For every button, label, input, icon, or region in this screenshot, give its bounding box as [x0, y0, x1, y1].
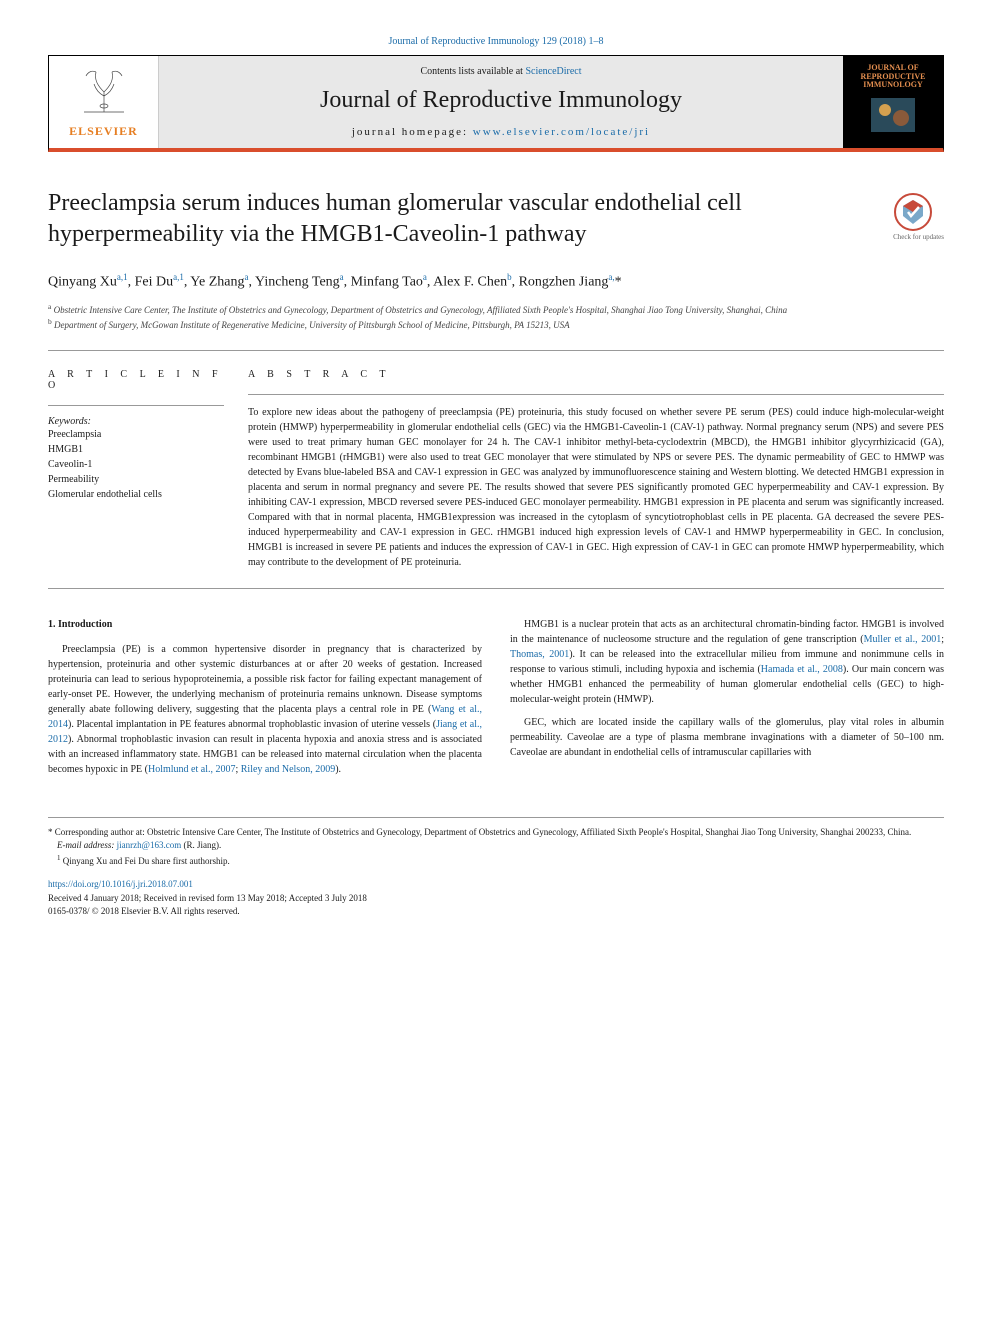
- keywords-list: PreeclampsiaHMGB1Caveolin-1PermeabilityG…: [48, 427, 224, 502]
- copyright-line: 0165-0378/ © 2018 Elsevier B.V. All righ…: [48, 905, 944, 919]
- sciencedirect-link[interactable]: ScienceDirect: [525, 66, 581, 77]
- authors-line: Qinyang Xua,1, Fei Dua,1, Ye Zhanga, Yin…: [48, 270, 944, 294]
- divider-bottom: [48, 588, 944, 589]
- doi-line: https://doi.org/10.1016/j.jri.2018.07.00…: [48, 878, 944, 892]
- email-label: E-mail address:: [57, 840, 117, 850]
- abstract-divider: [248, 394, 944, 395]
- footer-block: * Corresponding author at: Obstetric Int…: [48, 817, 944, 919]
- homepage-pre: journal homepage:: [352, 126, 473, 138]
- body-section: 1. Introduction Preeclampsia (PE) is a c…: [48, 617, 944, 777]
- keyword-item: HMGB1: [48, 442, 224, 457]
- keyword-item: Preeclampsia: [48, 427, 224, 442]
- journal-cover-thumbnail: JOURNAL OF REPRODUCTIVE IMMUNOLOGY: [843, 56, 943, 148]
- header-reference-link[interactable]: Journal of Reproductive Immunology 129 (…: [389, 36, 604, 47]
- journal-homepage-line: journal homepage: www.elsevier.com/locat…: [352, 126, 650, 138]
- affiliation-a: a Obstetric Intensive Care Center, The I…: [48, 302, 944, 317]
- elsevier-logo: ELSEVIER: [49, 56, 159, 148]
- email-suffix: (R. Jiang).: [181, 840, 221, 850]
- email-link[interactable]: jianrzh@163.com: [117, 840, 182, 850]
- body-paragraph: Preeclampsia (PE) is a common hypertensi…: [48, 642, 482, 777]
- affiliation-b-text: Department of Surgery, McGowan Institute…: [54, 320, 570, 330]
- contents-available-line: Contents lists available at ScienceDirec…: [420, 66, 581, 77]
- journal-name: Journal of Reproductive Immunology: [320, 87, 682, 114]
- affiliation-b: b Department of Surgery, McGowan Institu…: [48, 317, 944, 332]
- check-updates-badge[interactable]: Check for updates: [893, 192, 944, 241]
- body-paragraph: HMGB1 is a nuclear protein that acts as …: [510, 617, 944, 707]
- abstract-text: To explore new ideas about the pathogeny…: [248, 405, 944, 570]
- keyword-item: Caveolin-1: [48, 457, 224, 472]
- email-line: E-mail address: jianrzh@163.com (R. Jian…: [48, 839, 944, 853]
- info-divider: [48, 405, 224, 406]
- affiliation-a-text: Obstetric Intensive Care Center, The Ins…: [54, 305, 788, 315]
- article-title: Preeclampsia serum induces human glomeru…: [48, 188, 944, 250]
- affiliations: a Obstetric Intensive Care Center, The I…: [48, 302, 944, 331]
- updates-badge-text: Check for updates: [893, 234, 944, 241]
- abstract-heading: A B S T R A C T: [248, 369, 944, 380]
- cover-title-3: IMMUNOLOGY: [863, 81, 923, 90]
- footnote-divider: [48, 817, 944, 818]
- info-abstract-row: A R T I C L E I N F O Keywords: Preeclam…: [48, 369, 944, 570]
- header-middle: Contents lists available at ScienceDirec…: [159, 56, 843, 148]
- cover-art-icon: [863, 90, 923, 140]
- corresponding-author: * Corresponding author at: Obstetric Int…: [48, 826, 944, 840]
- shared-first-text: Qinyang Xu and Fei Du share first author…: [63, 856, 230, 866]
- doi-link[interactable]: https://doi.org/10.1016/j.jri.2018.07.00…: [48, 879, 193, 889]
- elsevier-label: ELSEVIER: [69, 124, 138, 139]
- divider-top: [48, 350, 944, 351]
- contents-pre: Contents lists available at: [420, 66, 525, 77]
- elsevier-tree-icon: [74, 66, 134, 122]
- header-reference: Journal of Reproductive Immunology 129 (…: [48, 36, 944, 47]
- article-info-block: A R T I C L E I N F O Keywords: Preeclam…: [48, 369, 248, 570]
- journal-header-box: ELSEVIER Contents lists available at Sci…: [48, 55, 944, 152]
- shared-first-authorship: 1 Qinyang Xu and Fei Du share first auth…: [48, 853, 944, 869]
- section-heading: 1. Introduction: [48, 617, 482, 632]
- article-info-heading: A R T I C L E I N F O: [48, 369, 224, 391]
- article-title-text: Preeclampsia serum induces human glomeru…: [48, 190, 742, 247]
- keyword-item: Glomerular endothelial cells: [48, 487, 224, 502]
- homepage-link[interactable]: www.elsevier.com/locate/jri: [473, 126, 650, 138]
- updates-badge-icon: [893, 192, 933, 232]
- body-paragraph: GEC, which are located inside the capill…: [510, 715, 944, 760]
- body-columns: 1. Introduction Preeclampsia (PE) is a c…: [48, 617, 944, 777]
- abstract-block: A B S T R A C T To explore new ideas abo…: [248, 369, 944, 570]
- keywords-label: Keywords:: [48, 416, 224, 427]
- keyword-item: Permeability: [48, 472, 224, 487]
- received-line: Received 4 January 2018; Received in rev…: [48, 892, 944, 906]
